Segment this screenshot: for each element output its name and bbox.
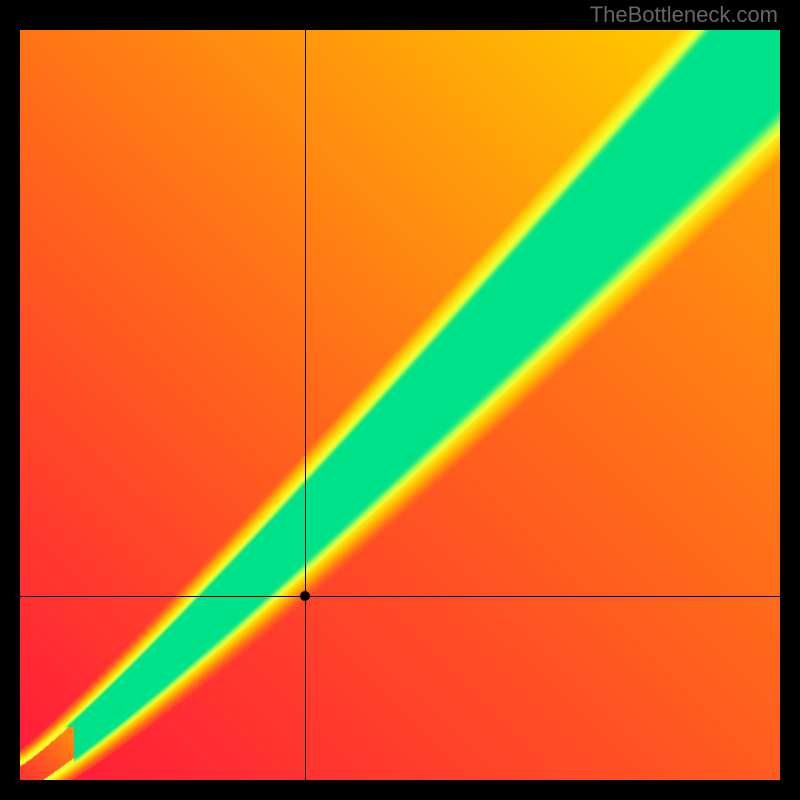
- heatmap-canvas: [20, 30, 780, 780]
- crosshair-horizontal: [20, 596, 780, 597]
- data-point-marker: [300, 591, 310, 601]
- attribution-text: TheBottleneck.com: [590, 2, 778, 28]
- chart-container: TheBottleneck.com: [0, 0, 800, 800]
- crosshair-vertical: [305, 30, 306, 780]
- plot-area: [20, 30, 780, 780]
